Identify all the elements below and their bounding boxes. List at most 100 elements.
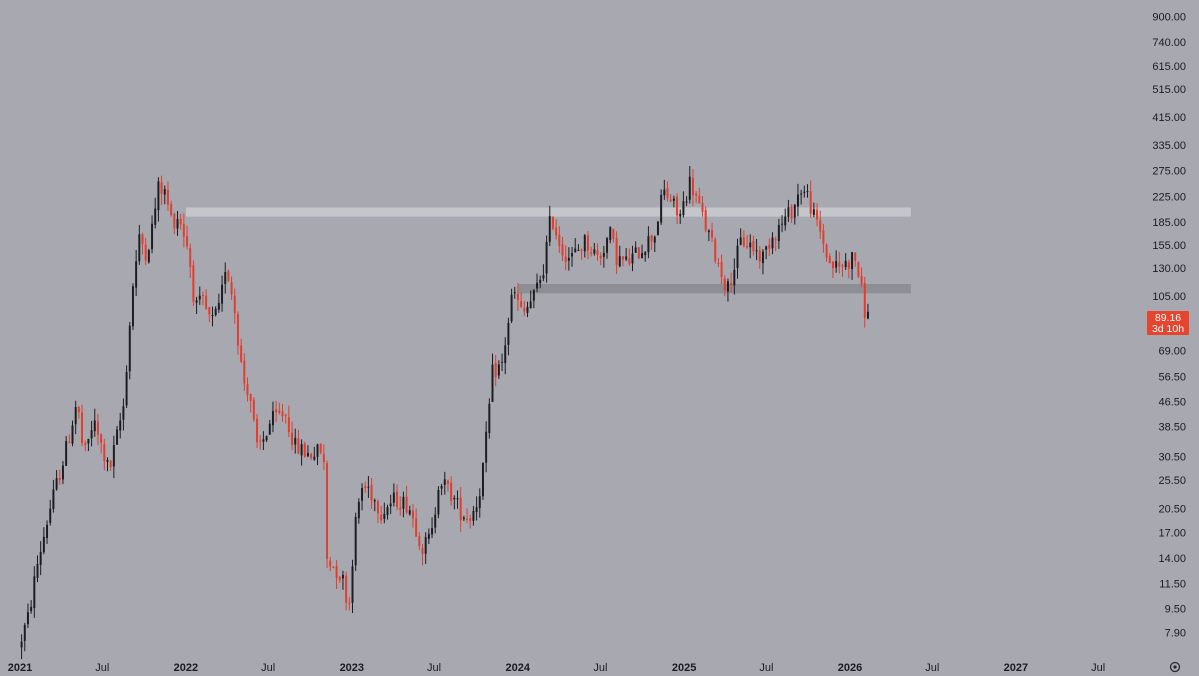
candle [370, 477, 373, 509]
candle [224, 262, 227, 294]
candle [100, 433, 103, 454]
price-axis[interactable]: 900.00 740.00 615.00 515.00 415.00 335.00 275.… [1152, 11, 1186, 639]
candle [803, 185, 806, 198]
candle [475, 496, 478, 521]
candle [122, 398, 125, 431]
candle [214, 306, 217, 317]
candle [170, 200, 173, 217]
candle [847, 259, 850, 279]
candle [510, 288, 513, 324]
candle [539, 275, 542, 289]
candle [472, 505, 475, 526]
price-tick-label: 30.50 [1158, 452, 1186, 464]
time-tick-label: 2023 [340, 662, 364, 674]
candle [284, 414, 287, 424]
candle [656, 220, 659, 236]
candle [634, 241, 637, 254]
candle [300, 439, 303, 466]
candle [590, 246, 593, 257]
candle [586, 231, 589, 259]
candle [236, 311, 239, 355]
candle [450, 476, 453, 506]
candle [507, 317, 510, 356]
time-tick-label: Jul [261, 662, 275, 674]
candle [306, 445, 309, 458]
price-tick-label: 740.00 [1152, 37, 1186, 49]
candle [459, 486, 462, 532]
candle [644, 251, 647, 262]
price-tick-label: 20.50 [1158, 503, 1186, 515]
candle [774, 236, 777, 252]
candle [749, 234, 752, 259]
candle [166, 181, 169, 211]
candle [523, 300, 526, 317]
candles-layer [20, 165, 869, 660]
candle [606, 237, 609, 259]
candle [326, 460, 329, 568]
candle [112, 435, 115, 479]
candle [256, 414, 259, 449]
candle [74, 400, 77, 435]
candle [30, 600, 33, 614]
candle [252, 397, 255, 422]
last-price-badge: 89.16 3d 10h [1147, 311, 1189, 335]
candle [316, 443, 319, 466]
candle [71, 420, 74, 447]
candle [294, 428, 297, 454]
candle [819, 210, 822, 239]
candle [695, 191, 698, 204]
candle [87, 438, 90, 452]
candle [440, 483, 443, 496]
candle [580, 248, 583, 260]
candle [198, 286, 201, 305]
time-axis[interactable]: 2021 Jul 2022 Jul 2023 Jul 2024 Jul 2025 Jul 2026 J… [8, 662, 1105, 674]
candle [860, 267, 863, 288]
candle [405, 485, 408, 515]
candle [793, 204, 796, 225]
candle [106, 457, 109, 472]
candle [532, 288, 535, 309]
candle [571, 246, 574, 267]
candle [408, 505, 411, 516]
candle [555, 219, 558, 240]
candle [396, 484, 399, 511]
candle [835, 250, 838, 273]
candle [742, 230, 745, 248]
candle [249, 393, 252, 413]
candle [411, 504, 414, 528]
candle [227, 269, 230, 283]
candle [481, 462, 484, 500]
candle [462, 515, 465, 522]
candle [329, 556, 332, 572]
candle [265, 435, 268, 443]
candle [208, 306, 211, 323]
candle [631, 245, 634, 272]
price-tick-label: 130.00 [1152, 263, 1186, 275]
candle [688, 165, 691, 204]
candle [189, 243, 192, 278]
candle [469, 515, 472, 529]
time-tick-label: 2025 [672, 662, 696, 674]
candle [147, 248, 150, 264]
price-tick-label: 46.50 [1158, 397, 1186, 409]
candle [192, 260, 195, 306]
gear-icon[interactable] [1169, 661, 1181, 673]
candle [322, 444, 325, 470]
candle [453, 495, 456, 510]
candle [259, 435, 262, 450]
candle [647, 226, 650, 259]
time-tick-label: Jul [925, 662, 939, 674]
candle [831, 261, 834, 279]
price-tick-label: 275.00 [1152, 166, 1186, 178]
candle [386, 504, 389, 520]
candle [81, 404, 84, 447]
candle [240, 338, 243, 364]
candle [726, 278, 729, 302]
candle [46, 520, 49, 545]
candle [52, 479, 55, 513]
candle [135, 249, 138, 296]
candle [96, 413, 99, 445]
candle [593, 242, 596, 256]
candle [125, 365, 128, 408]
